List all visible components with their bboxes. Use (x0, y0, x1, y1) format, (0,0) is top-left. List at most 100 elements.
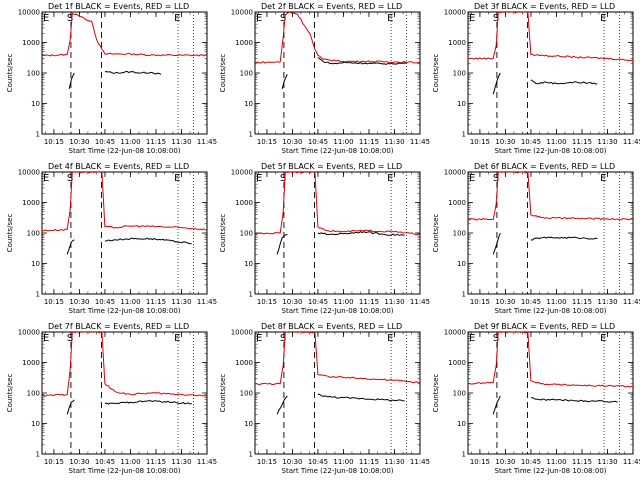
marker-e-end: E (174, 13, 180, 24)
y-tick-label: 10 (244, 100, 253, 108)
x-tick-label: 11:45 (410, 458, 430, 466)
series-events-pre (69, 73, 74, 89)
marker-e-end: E (600, 13, 606, 24)
x-axis-label: Start Time (22-Jun-08 10:08:00) (69, 467, 181, 475)
series-events-post (105, 71, 161, 74)
plot-frame (255, 332, 420, 454)
series-events-post (318, 232, 405, 236)
marker-e-start: E (256, 13, 262, 24)
x-tick-label: 11:45 (410, 138, 430, 146)
y-tick-label: 10 (244, 260, 253, 268)
x-tick-label: 10:15 (257, 298, 277, 306)
x-tick-label: 11:00 (120, 138, 140, 146)
x-axis-label: Start Time (22-Jun-08 10:08:00) (282, 307, 394, 315)
plot-frame (255, 12, 420, 134)
y-tick-label: 1 (36, 451, 40, 459)
x-tick-label: 11:30 (597, 458, 617, 466)
panel-4: Det 4f BLACK = Events, RED = LLD11010010… (6, 162, 217, 315)
marker-e-start: E (43, 173, 49, 184)
panel-1: Det 1f BLACK = Events, RED = LLD11010010… (6, 2, 217, 155)
panel-7: Det 7f BLACK = Events, RED = LLD11010010… (6, 322, 217, 475)
x-tick-label: 11:15 (146, 458, 166, 466)
y-tick-label: 10 (457, 100, 466, 108)
x-tick-label: 10:30 (69, 298, 89, 306)
x-tick-label: 10:30 (282, 298, 302, 306)
marker-e-end: E (600, 333, 606, 344)
plot-frame (468, 172, 633, 294)
x-tick-label: 10:30 (495, 298, 515, 306)
x-tick-label: 10:45 (521, 458, 541, 466)
y-tick-label: 1000 (448, 39, 466, 47)
y-tick-label: 1 (249, 291, 253, 299)
y-axis-label: Counts/sec (219, 214, 227, 253)
y-tick-label: 10 (457, 260, 466, 268)
x-tick-label: 11:45 (623, 138, 640, 146)
marker-e-start: E (256, 173, 262, 184)
y-tick-label: 1000 (235, 39, 253, 47)
plot-frame (42, 12, 207, 134)
x-tick-label: 10:15 (257, 458, 277, 466)
x-tick-label: 10:45 (95, 138, 115, 146)
y-tick-label: 1000 (448, 199, 466, 207)
y-tick-label: 1000 (22, 39, 40, 47)
marker-e-end: E (387, 173, 393, 184)
x-tick-label: 11:45 (197, 298, 217, 306)
x-axis-label: Start Time (22-Jun-08 10:08:00) (495, 467, 607, 475)
x-tick-label: 10:45 (308, 458, 328, 466)
panel-2: Det 2f BLACK = Events, RED = LLD11010010… (219, 2, 430, 155)
y-tick-label: 100 (240, 230, 253, 238)
marker-e-start: E (43, 333, 49, 344)
x-tick-label: 11:45 (197, 458, 217, 466)
x-axis-label: Start Time (22-Jun-08 10:08:00) (69, 307, 181, 315)
panel-title: Det 7f BLACK = Events, RED = LLD (48, 322, 189, 331)
series-events-post (105, 401, 192, 405)
x-tick-label: 11:15 (359, 298, 379, 306)
x-tick-label: 10:30 (282, 458, 302, 466)
series-events-post (318, 394, 405, 401)
y-axis-label: Counts/sec (432, 214, 440, 253)
y-tick-label: 100 (453, 70, 466, 78)
y-axis-label: Counts/sec (219, 374, 227, 413)
marker-e-end: E (174, 173, 180, 184)
y-tick-label: 10 (31, 100, 40, 108)
y-tick-label: 10 (457, 420, 466, 428)
panel-6: Det 6f BLACK = Events, RED = LLD 1 10 100 10… (432, 162, 640, 315)
x-tick-label: 10:45 (95, 458, 115, 466)
y-tick-label: 100 (453, 390, 466, 398)
x-axis-label: Start Time (22-Jun-08 10:08:00) (495, 307, 607, 315)
x-tick-label: 10:30 (495, 458, 515, 466)
y-tick-label: 100 (27, 70, 40, 78)
x-tick-label: 10:45 (308, 298, 328, 306)
x-tick-label: 11:45 (623, 298, 640, 306)
x-tick-label: 11:30 (171, 458, 191, 466)
marker-e-start: E (256, 333, 262, 344)
x-tick-label: 10:15 (470, 138, 490, 146)
y-tick-label: 10 (31, 420, 40, 428)
y-tick-label: 10000 (231, 169, 253, 177)
x-tick-label: 10:30 (495, 138, 515, 146)
x-tick-label: 10:45 (95, 298, 115, 306)
x-tick-label: 10:30 (69, 458, 89, 466)
x-tick-label: 10:45 (521, 138, 541, 146)
x-tick-label: 10:15 (44, 298, 64, 306)
x-tick-label: 10:45 (521, 298, 541, 306)
x-axis-label: Start Time (22-Jun-08 10:08:00) (495, 147, 607, 155)
x-tick-label: 11:00 (546, 298, 566, 306)
panel-title: Det 8f BLACK = Events, RED = LLD (261, 322, 402, 331)
y-tick-label: 1 (462, 291, 466, 299)
x-tick-label: 11:00 (120, 458, 140, 466)
x-tick-label: 10:30 (282, 138, 302, 146)
x-tick-label: 11:00 (120, 298, 140, 306)
y-tick-label: 1 (249, 451, 253, 459)
marker-e-end: E (600, 173, 606, 184)
y-tick-label: 10000 (444, 329, 466, 337)
panel-9: Det 9f BLACK = Events, RED = LLD 1 10 100 10… (432, 322, 640, 475)
detector-lightcurve-grid: Det 1f BLACK = Events, RED = LLD11010010… (0, 0, 640, 480)
series-events-pre (493, 396, 500, 414)
x-axis-label: Start Time (22-Jun-08 10:08:00) (282, 467, 394, 475)
panel-3: Det 3f BLACK = Events, RED = LLD 1 10 100 10… (432, 2, 640, 155)
series-events-post (531, 80, 597, 84)
y-tick-label: 10 (244, 420, 253, 428)
x-tick-label: 10:30 (69, 138, 89, 146)
y-tick-label: 1 (249, 131, 253, 139)
